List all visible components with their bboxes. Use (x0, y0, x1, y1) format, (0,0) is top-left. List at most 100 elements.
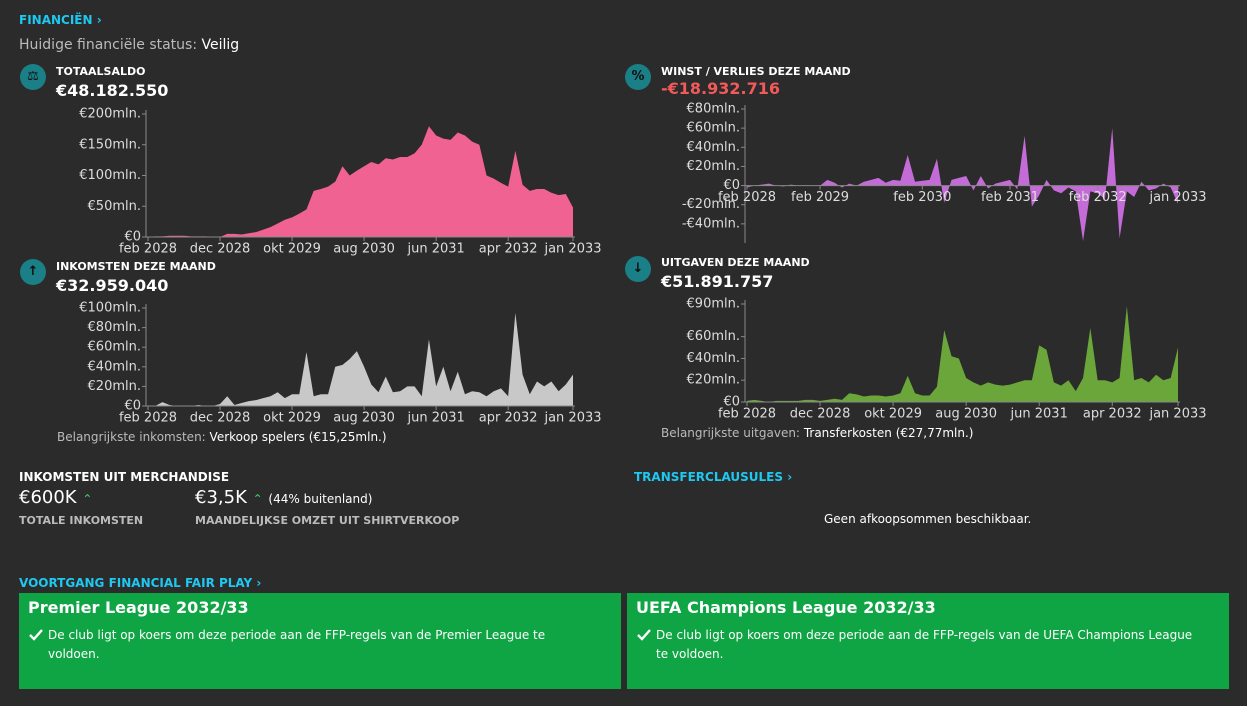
x-tick-label: apr 2032 (479, 242, 538, 257)
chart-value: €51.891.757 (661, 272, 774, 291)
y-tick-label: €50mln. (88, 199, 141, 214)
x-tick-label: aug 2030 (333, 242, 395, 257)
icon: % (625, 64, 651, 90)
status-label: Huidige financiële status: (19, 37, 198, 53)
x-tick-label: jan 2033 (543, 411, 601, 426)
x-tick-label: aug 2030 (333, 411, 395, 426)
x-tick-label: jun 2031 (406, 242, 464, 257)
value: €600K (19, 487, 77, 508)
y-tick-label: €80mln. (687, 102, 740, 117)
y-tick-label: €40mln. (687, 140, 740, 155)
y-tick-label: €0 (723, 395, 740, 410)
x-tick-label: okt 2029 (864, 407, 922, 422)
y-tick-label: €20mln. (88, 379, 141, 394)
y-tick-label: €90mln. (687, 297, 740, 312)
chart-value: -€18.932.716 (661, 79, 780, 98)
footnote: Belangrijkste inkomsten: Verkoop spelers… (57, 430, 387, 444)
x-tick-label: okt 2029 (263, 411, 321, 426)
ffp-panel: UEFA Champions League 2032/33 De club li… (627, 593, 1229, 689)
x-tick-label: feb 2028 (119, 242, 177, 257)
x-tick-label: dec 2028 (790, 407, 851, 422)
panel-title: Premier League 2032/33 (28, 598, 249, 617)
chart-value: €32.959.040 (56, 276, 169, 295)
y-tick-label: €60mln. (687, 329, 740, 344)
up-arrow: ⌃ (82, 492, 93, 506)
area (747, 306, 1178, 402)
y-tick-label: €20mln. (687, 373, 740, 388)
footnote-label: Belangrijkste inkomsten: (57, 430, 206, 444)
section-link[interactable]: TRANSFERCLAUSULES › (634, 470, 793, 484)
status: Huidige financiële status: Veilig (19, 37, 239, 53)
y-tick-label: €0 (124, 230, 141, 245)
icon: ↑ (20, 259, 46, 285)
section-link[interactable]: FINANCIËN › (19, 13, 102, 27)
merch-value: €3,5K ⌃ (44% buitenland) (195, 487, 372, 508)
y-tick-label: €60mln. (687, 121, 740, 136)
chart-value: €48.182.550 (56, 81, 169, 100)
x-tick-label: apr 2032 (1083, 407, 1142, 422)
x-tick-label: apr 2032 (479, 411, 538, 426)
area (747, 128, 1178, 242)
icon: ⚖ (20, 64, 46, 90)
merch-label: MAANDELIJKSE OMZET UIT SHIRTVERKOOP (195, 514, 460, 527)
check-icon (29, 629, 43, 641)
y-tick-label: €20mln. (687, 159, 740, 174)
y-tick-label: €100mln. (79, 301, 141, 316)
x-tick-label: feb 2028 (718, 190, 776, 205)
y-tick-label: €40mln. (88, 359, 141, 374)
x-tick-label: feb 2028 (119, 411, 177, 426)
footnote-value: Transferkosten (€27,77mln.) (803, 426, 974, 440)
y-tick-label: €0 (723, 178, 740, 193)
ffp-panel: Premier League 2032/33 De club ligt op k… (19, 593, 621, 689)
y-tick-label: -€40mln. (682, 216, 740, 231)
status-value: Veilig (201, 37, 240, 53)
y-tick-label: €60mln. (88, 340, 141, 355)
section-link[interactable]: VOORTGANG FINANCIAL FAIR PLAY › (19, 576, 262, 590)
section-title: INKOMSTEN UIT MERCHANDISE (19, 470, 230, 484)
value: €3,5K (195, 487, 247, 508)
x-tick-label: feb 2028 (718, 407, 776, 422)
x-tick-label: feb 2030 (893, 190, 951, 205)
y-tick-label: €80mln. (88, 320, 141, 335)
x-tick-label: jun 2031 (406, 411, 464, 426)
message: Geen afkoopsommen beschikbaar. (824, 512, 1032, 526)
x-tick-label: dec 2028 (190, 242, 251, 257)
x-tick-label: feb 2032 (1069, 190, 1127, 205)
x-tick-label: jan 2033 (1148, 190, 1206, 205)
x-tick-label: jan 2033 (1148, 407, 1206, 422)
y-tick-label: €100mln. (79, 168, 141, 183)
panel-text: De club ligt op koers om deze periode aa… (48, 628, 546, 661)
x-tick-label: feb 2031 (981, 190, 1039, 205)
chart-title: UITGAVEN DEZE MAAND (661, 256, 810, 269)
footnote: Belangrijkste uitgaven: Transferkosten (… (661, 426, 973, 440)
title[interactable]: TRANSFERCLAUSULES (634, 470, 784, 484)
check-icon (637, 629, 651, 641)
merch-label: TOTALE INKOMSTEN (19, 514, 144, 527)
y-tick-label: €200mln. (79, 107, 141, 122)
x-tick-label: aug 2030 (935, 407, 997, 422)
up-arrow: ⌃ (252, 492, 263, 506)
area (148, 312, 573, 406)
footnote-value: Verkoop spelers (€15,25mln.) (209, 430, 387, 444)
y-tick-label: €150mln. (79, 137, 141, 152)
footnote-label: Belangrijkste uitgaven: (661, 426, 800, 440)
y-tick-label: -€20mln. (682, 197, 740, 212)
icon: ↓ (625, 256, 651, 282)
x-tick-label: feb 2029 (791, 190, 849, 205)
panel-title: UEFA Champions League 2032/33 (636, 598, 936, 617)
title[interactable]: FINANCIËN (19, 13, 93, 27)
chart-title: INKOMSTEN DEZE MAAND (56, 260, 216, 273)
title[interactable]: VOORTGANG FINANCIAL FAIR PLAY (19, 576, 253, 590)
chart-title: TOTAALSALDO (56, 65, 146, 78)
x-tick-label: jun 2031 (1010, 407, 1068, 422)
chart-title: WINST / VERLIES DEZE MAAND (661, 65, 851, 78)
y-tick-label: €40mln. (687, 351, 740, 366)
extra: (44% buitenland) (268, 492, 373, 506)
x-tick-label: dec 2028 (190, 411, 251, 426)
y-tick-label: €0 (124, 399, 141, 414)
x-tick-label: okt 2029 (263, 242, 321, 257)
merch-value: €600K ⌃ (19, 487, 92, 508)
x-tick-label: jan 2033 (543, 242, 601, 257)
area (148, 126, 573, 237)
